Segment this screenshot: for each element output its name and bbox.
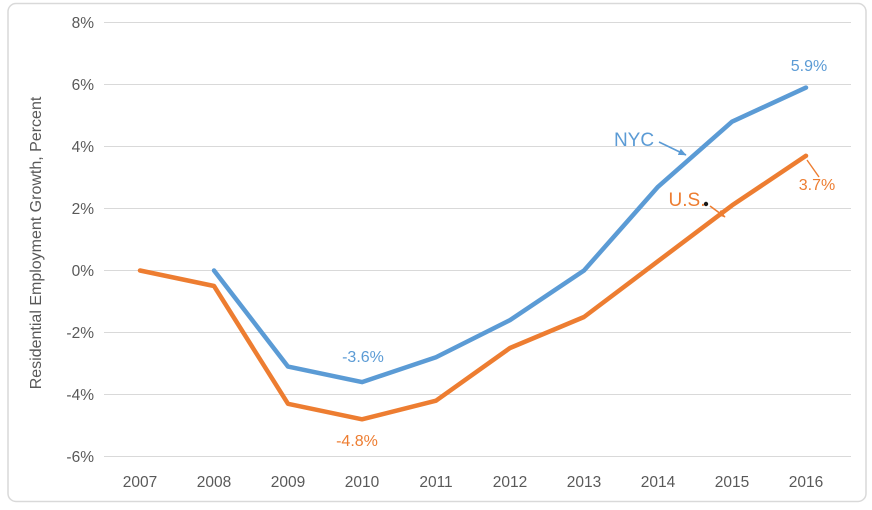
x-tick-label: 2010 [345,474,380,491]
gridlines [104,22,851,457]
us-trough-label: -4.8% [336,433,378,450]
series-lines [137,85,809,422]
x-tick-label: 2011 [419,474,452,491]
x-tick-label: 2012 [493,474,527,491]
y-tick-label: 4% [72,139,95,156]
nyc-series-label-arrow [658,141,687,156]
us-series-label: U.S. [669,190,706,211]
y-tick-label: 6% [72,77,95,94]
axis-labels: 8% 6% 4% 2% 0% -2% -4% -6% 2007 2008 2009 2010 2011 2… [66,15,823,491]
nyc-end-label: 5.9% [791,58,827,75]
us-end-label-leader [806,159,820,178]
x-tick-label: 2015 [715,474,749,491]
us-series-label-arrow [709,205,726,218]
us-end-label: 3.7% [799,177,835,194]
x-tick-label: 2013 [567,474,601,491]
annotations: NYC U.S. -3.6% -4.8% 5.9% 3.7% [336,58,835,450]
x-tick-label: 2007 [123,474,157,491]
y-axis-title: Residential Employment Growth, Percent [28,96,45,389]
y-tick-label: 0% [72,263,95,280]
series-line-nyc [211,85,809,385]
series-line-us [137,153,809,422]
y-tick-label: -4% [66,387,94,404]
x-tick-label: 2014 [641,474,676,491]
x-tick-label: 2008 [197,474,231,491]
chart-border [7,2,867,503]
nyc-trough-label: -3.6% [342,349,384,366]
x-tick-label: 2016 [789,474,823,491]
y-tick-label: -2% [66,325,94,342]
x-tick-label: 2009 [271,474,305,491]
nyc-series-label: NYC [614,130,654,151]
y-tick-label: 2% [72,201,95,218]
y-tick-label: -6% [66,449,94,466]
y-tick-label: 8% [72,15,95,32]
us-series-label-dot [703,201,709,207]
